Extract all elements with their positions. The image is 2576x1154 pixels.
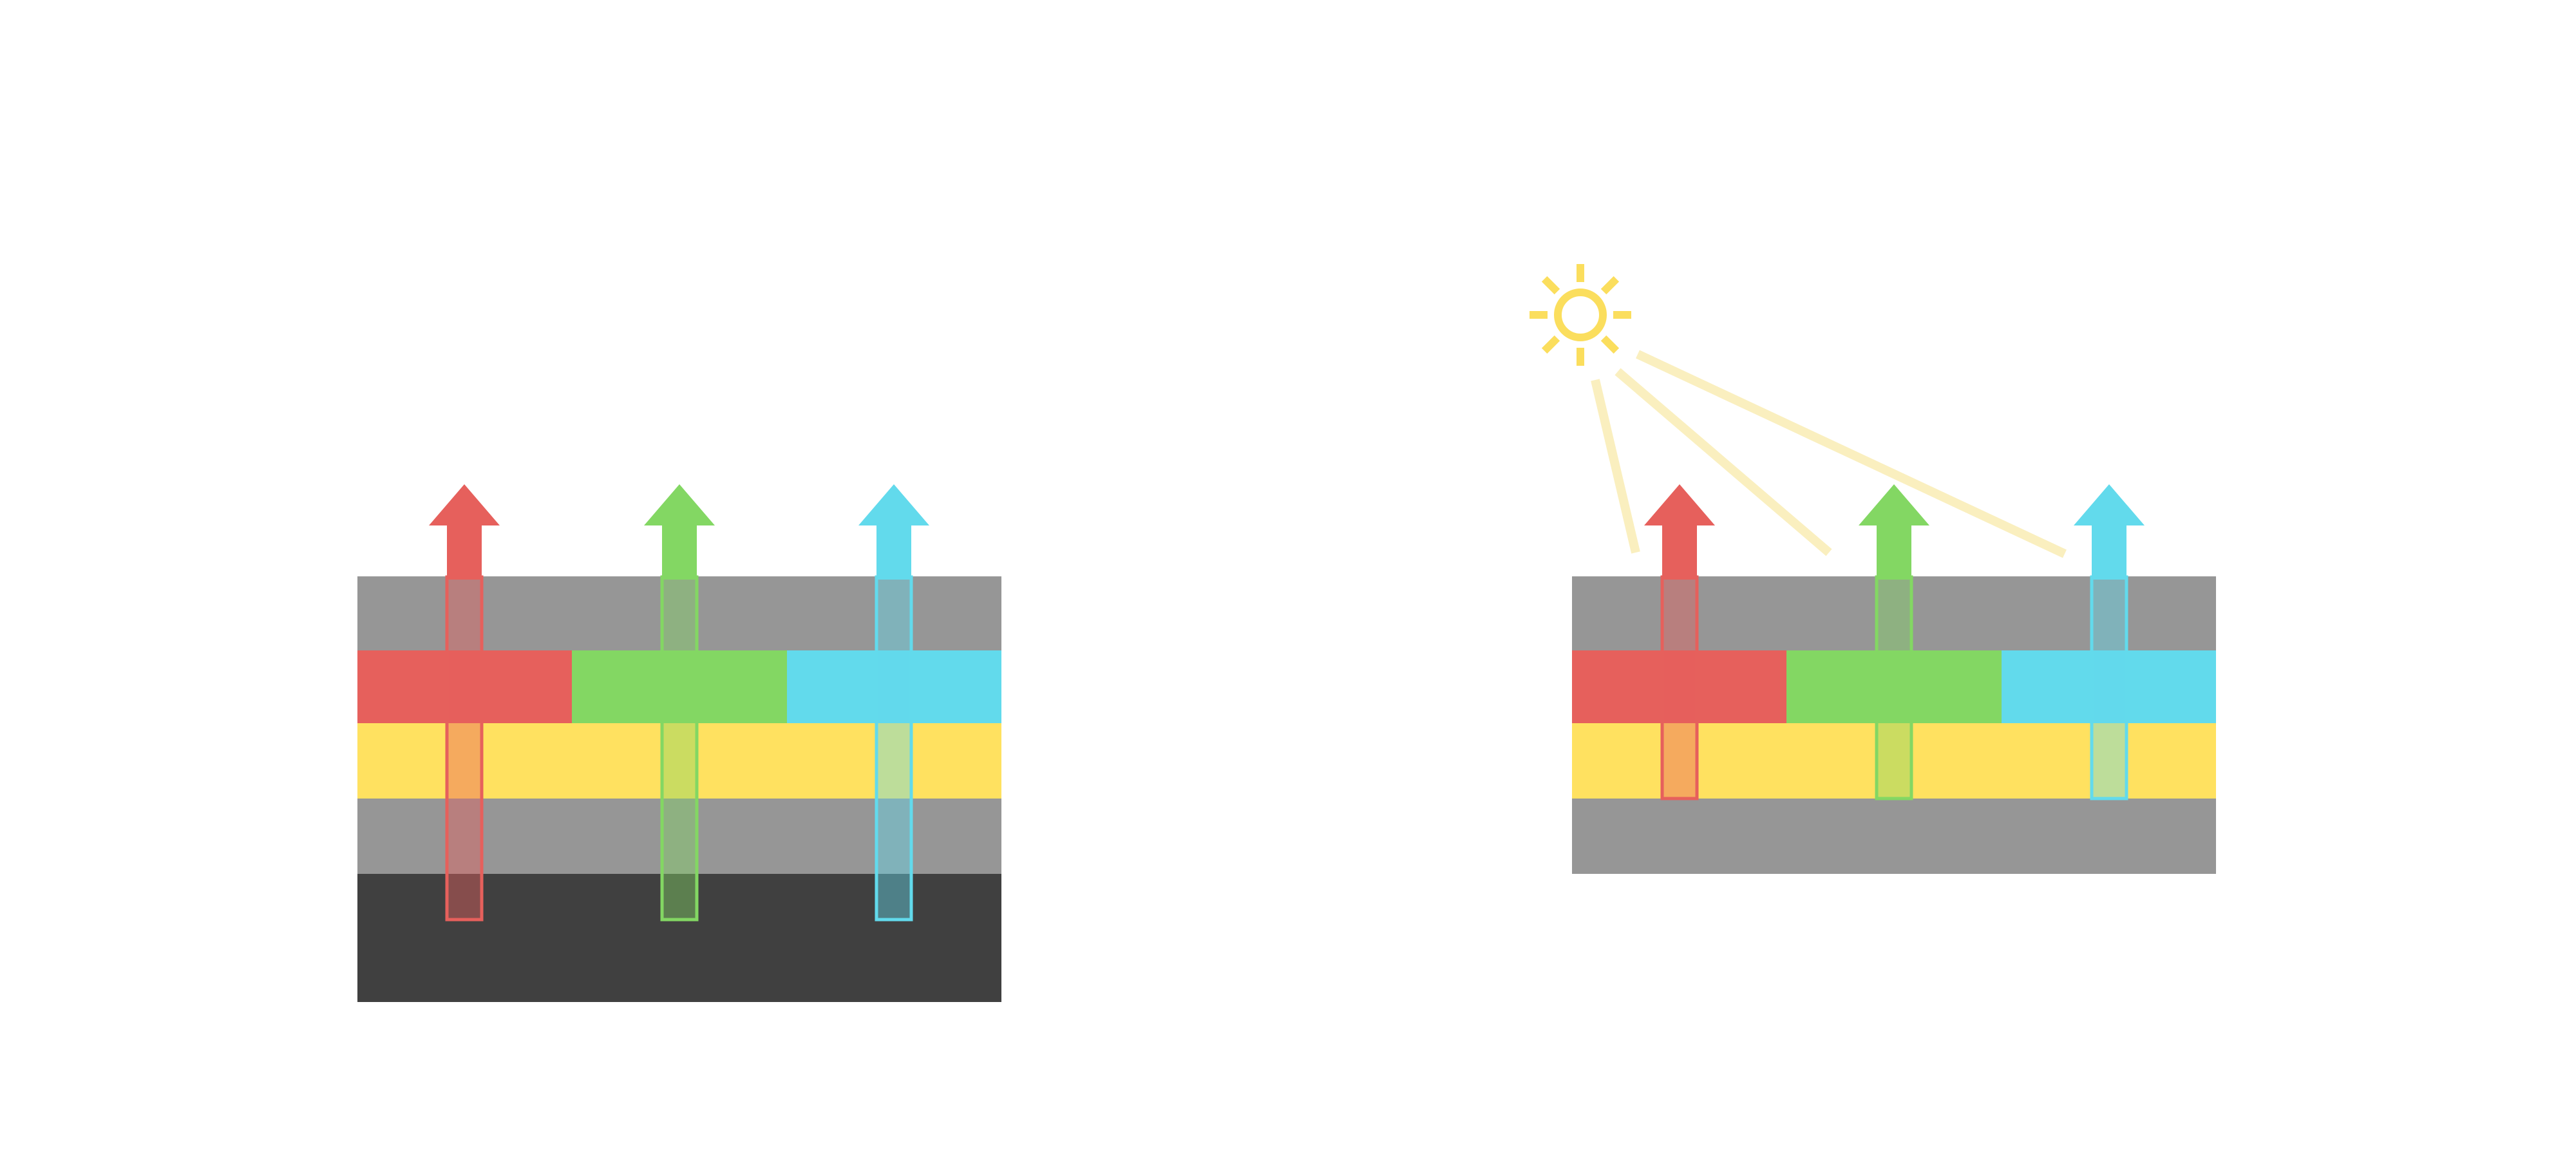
green-light-arrow xyxy=(644,484,715,922)
cyan-arrow-head xyxy=(858,484,929,525)
green-light-arrow xyxy=(1859,484,1929,800)
green-subpixel-segment xyxy=(1786,650,2002,723)
sunbeam-group xyxy=(1591,350,2067,558)
green-arrow-shaft-translucent xyxy=(1875,575,1913,800)
blue-light-arrow xyxy=(2074,484,2145,800)
red-subpixel-segment xyxy=(1572,650,1786,723)
dark-bottom-layer xyxy=(357,874,1001,1002)
red-arrow-head xyxy=(1644,484,1715,525)
rgb-subpixel-layer xyxy=(1572,650,2216,723)
green-arrow-shaft-solid xyxy=(662,525,697,580)
lower-gray-layer xyxy=(1572,799,2216,874)
sun-ray-tick xyxy=(1541,276,1560,295)
rgb-subpixel-layer xyxy=(357,650,1001,723)
right-reflective-stack-diagram xyxy=(1530,264,2216,874)
red-light-arrow xyxy=(429,484,500,922)
sunbeam-ray xyxy=(1615,368,1832,556)
blue-subpixel-segment xyxy=(787,650,1001,723)
left-emissive-stack-diagram xyxy=(357,484,1001,1002)
sun-circle xyxy=(1554,288,1607,341)
sun-ray-tick xyxy=(1600,276,1620,295)
top-gray-layer xyxy=(1572,576,2216,650)
red-light-arrow xyxy=(1644,484,1715,800)
cyan-arrow-head xyxy=(2074,484,2145,525)
blue-light-arrow xyxy=(858,484,929,922)
red-arrow-shaft-translucent xyxy=(445,575,484,922)
layer-stack xyxy=(1572,576,2216,874)
top-gray-layer xyxy=(357,576,1001,650)
yellow-layer xyxy=(357,723,1001,799)
sunbeam-ray xyxy=(1636,350,2067,558)
green-arrow-head xyxy=(644,484,715,525)
red-arrow-shaft-solid xyxy=(447,525,482,580)
blue-subpixel-segment xyxy=(2002,650,2216,723)
lower-gray-layer xyxy=(357,799,1001,874)
green-arrow-shaft-solid xyxy=(1877,525,1911,580)
cyan-arrow-shaft-solid xyxy=(876,525,911,580)
sun-ray-tick xyxy=(1541,335,1560,354)
layer-stack xyxy=(357,576,1001,1002)
yellow-layer xyxy=(1572,723,2216,799)
green-arrow-head xyxy=(1859,484,1929,525)
green-subpixel-segment xyxy=(572,650,787,723)
cyan-arrow-shaft-solid xyxy=(2092,525,2126,580)
cyan-arrow-shaft-translucent xyxy=(2090,575,2128,800)
cyan-arrow-shaft-translucent xyxy=(875,575,913,922)
red-arrow-shaft-translucent xyxy=(1660,575,1699,800)
red-arrow-shaft-solid xyxy=(1662,525,1697,580)
sunbeam-ray xyxy=(1591,379,1640,554)
green-arrow-shaft-translucent xyxy=(660,575,699,922)
sun-icon xyxy=(1530,264,1631,366)
red-subpixel-segment xyxy=(357,650,572,723)
red-arrow-head xyxy=(429,484,500,525)
sun-ray-tick xyxy=(1600,335,1620,354)
